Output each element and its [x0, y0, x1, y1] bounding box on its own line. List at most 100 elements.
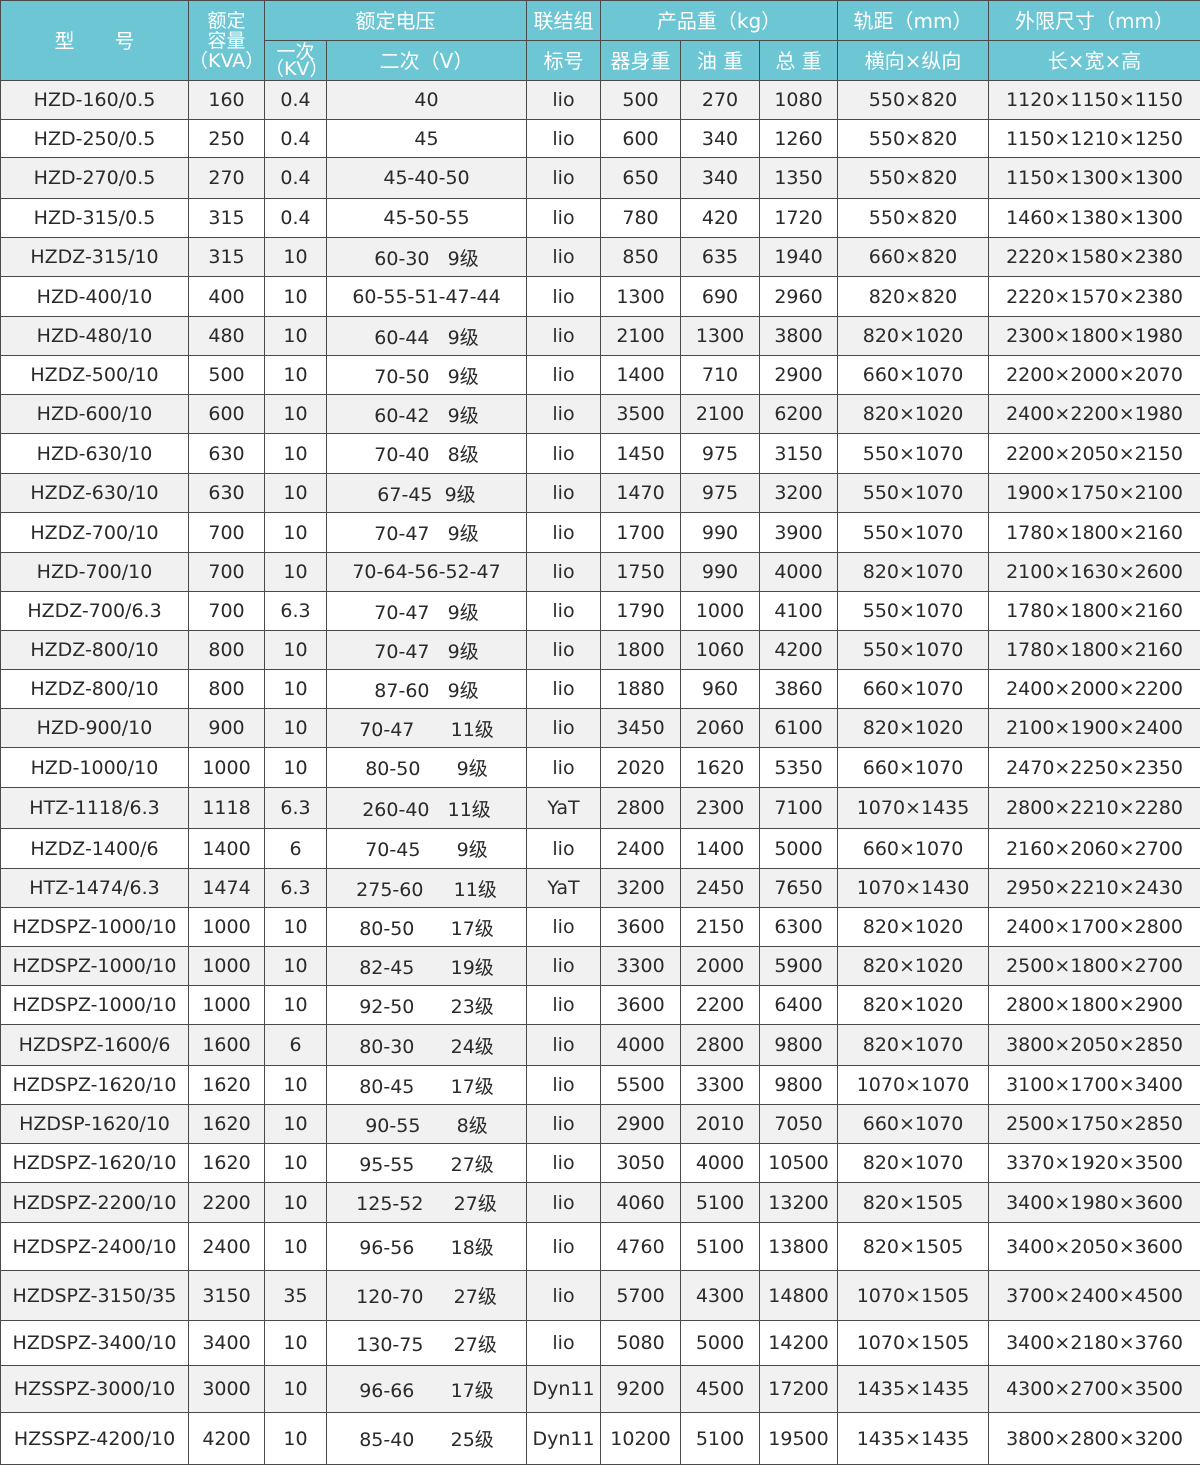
- cell-model: HZDSPZ-1000/10: [1, 908, 189, 947]
- cell-body-weight: 3450: [601, 709, 681, 748]
- cell-oil-weight: 420: [681, 199, 760, 238]
- cell-model: HZDZ-700/10: [1, 513, 189, 553]
- cell-primary-voltage: 10: [265, 1105, 327, 1144]
- cell-total-weight: 7100: [760, 788, 838, 829]
- header-connection-bottom: 标号: [527, 41, 601, 81]
- cell-oil-weight: 2800: [681, 1025, 760, 1066]
- cell-dimensions: 2470×2250×2350: [989, 748, 1200, 788]
- cell-body-weight: 3600: [601, 908, 681, 947]
- cell-primary-voltage: 10: [265, 395, 327, 434]
- cell-primary-voltage: 10: [265, 748, 327, 788]
- cell-total-weight: 1350: [760, 158, 838, 199]
- cell-body-weight: 3300: [601, 947, 681, 986]
- cell-dimensions: 2800×1800×2900: [989, 986, 1200, 1025]
- cell-dimensions: 1150×1210×1250: [989, 120, 1200, 158]
- header-gauge-sub: 横向×纵向: [838, 41, 989, 81]
- cell-primary-voltage: 10: [265, 986, 327, 1025]
- cell-primary-voltage: 10: [265, 474, 327, 513]
- cell-gauge: 1070×1430: [838, 869, 989, 908]
- cell-dimensions: 3400×2050×3600: [989, 1223, 1200, 1271]
- cell-secondary-voltage: 60-42 9级: [327, 395, 527, 434]
- cell-capacity: 2400: [189, 1223, 265, 1271]
- cell-secondary-voltage: 80-30 24级: [327, 1025, 527, 1066]
- cell-total-weight: 17200: [760, 1366, 838, 1413]
- cell-connection-group: lio: [527, 356, 601, 395]
- cell-dimensions: 3400×1980×3600: [989, 1183, 1200, 1223]
- cell-gauge: 1435×1435: [838, 1413, 989, 1465]
- cell-body-weight: 9200: [601, 1366, 681, 1413]
- cell-capacity: 630: [189, 434, 265, 474]
- cell-capacity: 1118: [189, 788, 265, 829]
- cell-body-weight: 1790: [601, 592, 681, 631]
- cell-body-weight: 2800: [601, 788, 681, 829]
- header-rated-voltage: 额定电压: [265, 1, 527, 41]
- cell-capacity: 160: [189, 81, 265, 120]
- cell-connection-group: lio: [527, 238, 601, 277]
- cell-oil-weight: 990: [681, 513, 760, 553]
- cell-gauge: 820×820: [838, 277, 989, 317]
- cell-oil-weight: 2200: [681, 986, 760, 1025]
- cell-connection-group: lio: [527, 1144, 601, 1183]
- cell-capacity: 500: [189, 356, 265, 395]
- cell-body-weight: 4060: [601, 1183, 681, 1223]
- cell-secondary-voltage: 45-50-55: [327, 199, 527, 238]
- cell-model: HZD-250/0.5: [1, 120, 189, 158]
- cell-total-weight: 7650: [760, 869, 838, 908]
- cell-primary-voltage: 10: [265, 631, 327, 670]
- cell-connection-group: lio: [527, 120, 601, 158]
- cell-dimensions: 2220×1570×2380: [989, 277, 1200, 317]
- cell-model: HZDZ-500/10: [1, 356, 189, 395]
- cell-primary-voltage: 10: [265, 238, 327, 277]
- cell-connection-group: lio: [527, 395, 601, 434]
- cell-primary-voltage: 0.4: [265, 120, 327, 158]
- cell-oil-weight: 2010: [681, 1105, 760, 1144]
- cell-model: HZDSPZ-3400/10: [1, 1321, 189, 1366]
- cell-oil-weight: 2100: [681, 395, 760, 434]
- cell-oil-weight: 975: [681, 474, 760, 513]
- cell-dimensions: 2160×2060×2700: [989, 829, 1200, 869]
- cell-secondary-voltage: 60-30 9级: [327, 238, 527, 277]
- cell-connection-group: lio: [527, 631, 601, 670]
- cell-secondary-voltage: 96-56 18级: [327, 1223, 527, 1271]
- cell-capacity: 2200: [189, 1183, 265, 1223]
- cell-dimensions: 3700×2400×4500: [989, 1271, 1200, 1321]
- cell-total-weight: 4200: [760, 631, 838, 670]
- cell-connection-group: lio: [527, 553, 601, 592]
- cell-connection-group: lio: [527, 199, 601, 238]
- cell-connection-group: lio: [527, 1025, 601, 1066]
- cell-model: HZD-630/10: [1, 434, 189, 474]
- cell-connection-group: lio: [527, 670, 601, 709]
- cell-primary-voltage: 10: [265, 1066, 327, 1105]
- cell-total-weight: 6200: [760, 395, 838, 434]
- cell-gauge: 820×1020: [838, 908, 989, 947]
- cell-model: HZDZ-630/10: [1, 474, 189, 513]
- cell-body-weight: 1880: [601, 670, 681, 709]
- cell-secondary-voltage: 85-40 25级: [327, 1413, 527, 1465]
- cell-body-weight: 2100: [601, 317, 681, 356]
- cell-gauge: 820×1020: [838, 986, 989, 1025]
- cell-primary-voltage: 10: [265, 670, 327, 709]
- cell-capacity: 270: [189, 158, 265, 199]
- cell-oil-weight: 2000: [681, 947, 760, 986]
- cell-total-weight: 5350: [760, 748, 838, 788]
- cell-total-weight: 1260: [760, 120, 838, 158]
- cell-connection-group: lio: [527, 829, 601, 869]
- cell-body-weight: 1750: [601, 553, 681, 592]
- cell-gauge: 820×1070: [838, 553, 989, 592]
- cell-model: HZDZ-800/10: [1, 631, 189, 670]
- cell-model: HZDSPZ-1620/10: [1, 1066, 189, 1105]
- cell-primary-voltage: 10: [265, 356, 327, 395]
- cell-primary-voltage: 10: [265, 908, 327, 947]
- cell-dimensions: 3400×2180×3760: [989, 1321, 1200, 1366]
- cell-capacity: 1000: [189, 908, 265, 947]
- cell-primary-voltage: 10: [265, 1183, 327, 1223]
